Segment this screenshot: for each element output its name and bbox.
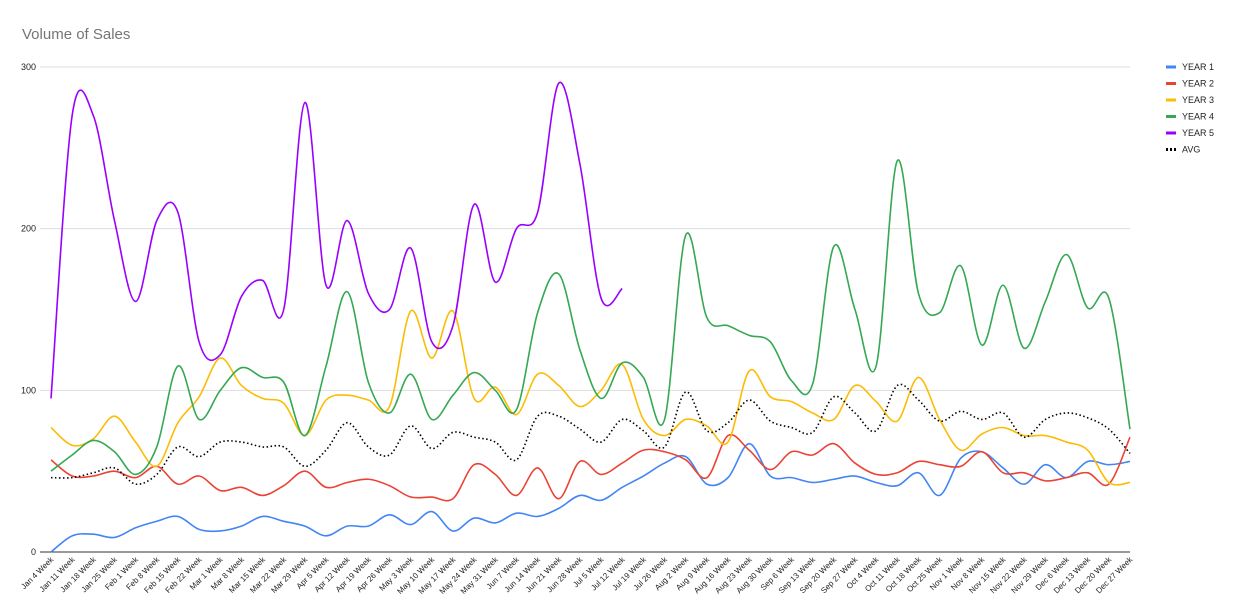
- series-line: [50, 383, 1131, 486]
- legend-label: AVG: [1182, 145, 1200, 155]
- y-tick-label: 300: [21, 62, 36, 72]
- series-line: [50, 309, 1131, 486]
- chart-title: Volume of Sales: [22, 26, 130, 43]
- series-line: [50, 433, 1131, 502]
- legend-label: YEAR 4: [1182, 112, 1214, 122]
- legend-label: YEAR 2: [1182, 79, 1214, 89]
- y-tick-label: 100: [21, 385, 36, 395]
- legend-label: YEAR 1: [1182, 62, 1214, 72]
- y-tick-label: 200: [21, 224, 36, 234]
- legend-label: YEAR 3: [1182, 95, 1214, 105]
- series-line: [50, 442, 1131, 553]
- series-line: [50, 159, 1131, 476]
- series-line: [50, 81, 623, 399]
- legend-label: YEAR 5: [1182, 128, 1214, 138]
- y-tick-label: 0: [31, 547, 36, 557]
